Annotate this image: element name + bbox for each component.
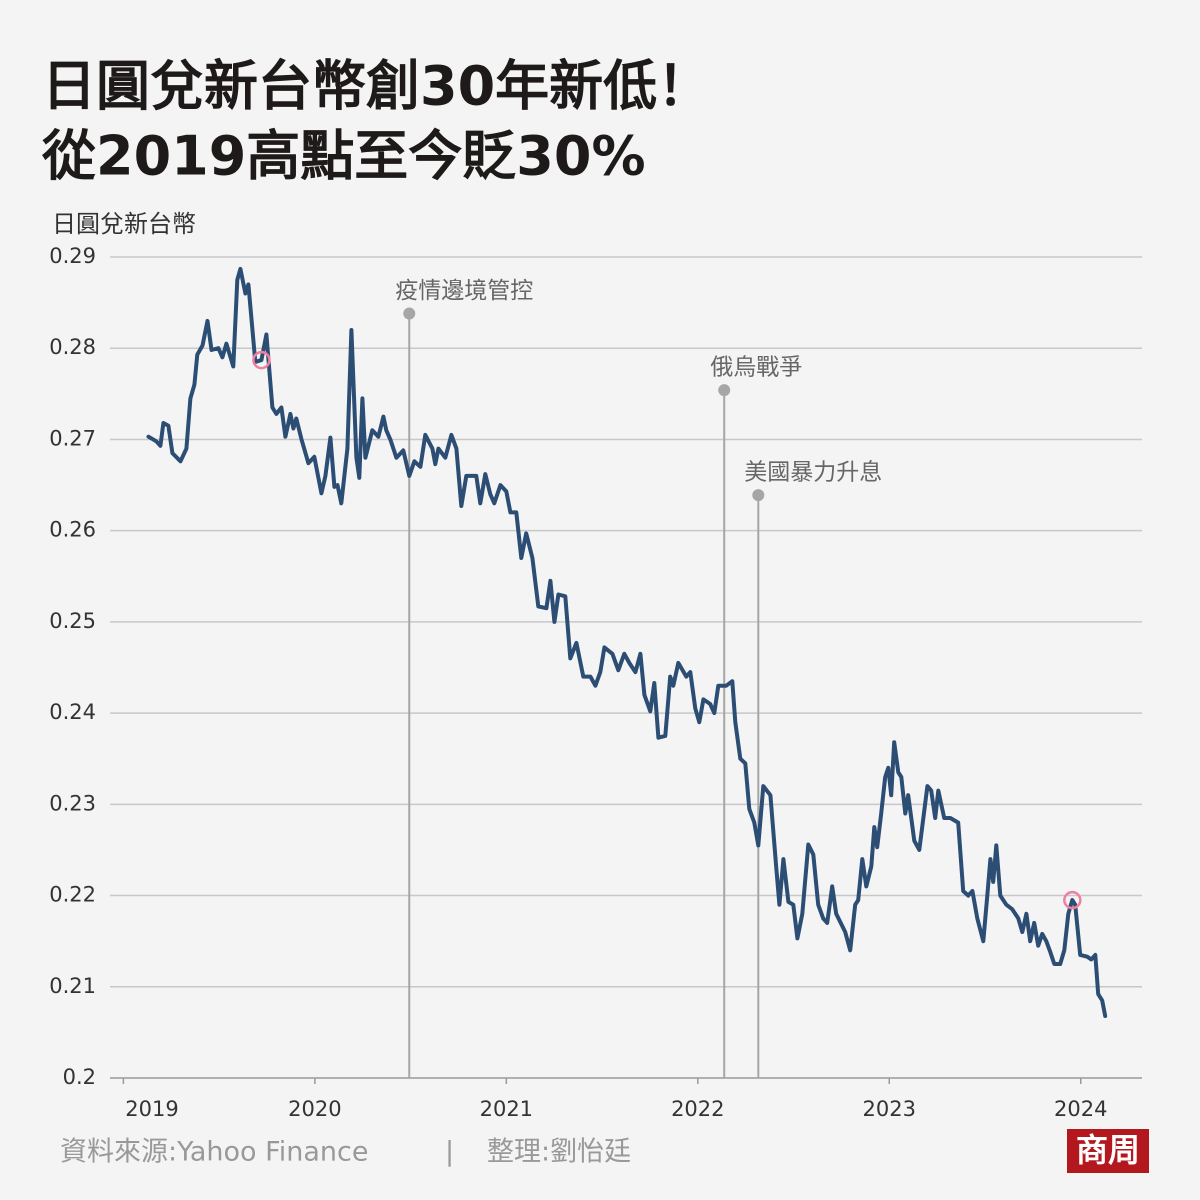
credit: 整理:劉怡廷 <box>487 1137 631 1168</box>
highlight-point <box>1063 890 1082 910</box>
logo: 商周 <box>1076 1131 1140 1169</box>
y-tick-label: 0.27 <box>49 426 96 450</box>
y-tick-label: 0.23 <box>49 791 96 815</box>
x-tick-label: 2020 <box>288 1097 341 1121</box>
annotation-dot <box>752 489 765 502</box>
x-tick-label: 2024 <box>1054 1097 1107 1121</box>
y-tick-label: 0.28 <box>49 335 96 359</box>
y-tick-label: 0.26 <box>49 518 96 542</box>
y-tick-label: 0.2 <box>63 1065 96 1089</box>
y-tick-label: 0.24 <box>49 700 96 724</box>
line <box>146 266 1108 1018</box>
source: 資料來源:Yahoo Finance <box>60 1137 368 1168</box>
highlight-point <box>252 350 271 370</box>
y-tick-label: 0.29 <box>49 244 96 268</box>
annotation-label: 俄烏戰爭 <box>710 355 802 381</box>
x-tick-label: 2021 <box>480 1097 533 1121</box>
y-tick-label: 0.25 <box>49 609 96 633</box>
annotation-dot <box>403 307 416 320</box>
chart-title: 從2019高點至今貶30% <box>41 125 646 188</box>
annotation-label: 美國暴力升息 <box>744 460 882 486</box>
logo-box <box>1067 1129 1149 1173</box>
x-tick-label: 2022 <box>671 1097 724 1121</box>
x-tick-label: 2023 <box>863 1097 916 1121</box>
chart-title: 日圓兌新台幣創30年新低！ <box>42 55 711 118</box>
separator: | <box>445 1137 454 1168</box>
y-tick-label: 0.22 <box>49 883 96 907</box>
x-tick-label: 2019 <box>125 1097 178 1121</box>
annotation-dot <box>718 384 731 397</box>
y-axis-label: 日圓兌新台幣 <box>52 210 196 238</box>
y-tick-label: 0.21 <box>49 974 96 998</box>
annotation-label: 疫情邊境管控 <box>395 278 533 304</box>
